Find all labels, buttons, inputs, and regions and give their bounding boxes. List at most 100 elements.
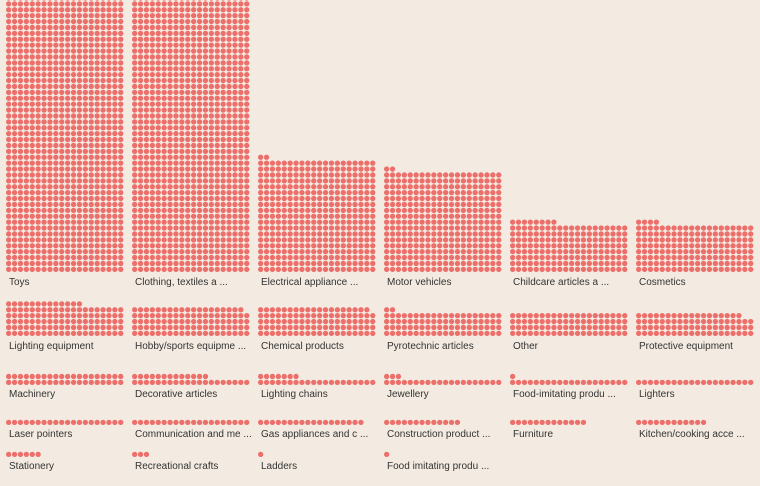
waffle-dot bbox=[191, 18, 197, 25]
waffle-dot bbox=[214, 260, 220, 267]
waffle-dot bbox=[472, 213, 478, 219]
waffle-dot bbox=[521, 243, 528, 249]
waffle-dot bbox=[281, 213, 287, 219]
waffle-dot bbox=[238, 237, 244, 243]
waffle-dot bbox=[214, 66, 220, 72]
waffle-dot bbox=[395, 318, 402, 325]
waffle-dot bbox=[35, 419, 41, 425]
waffle-dot bbox=[100, 13, 106, 19]
waffle-dot bbox=[100, 42, 106, 48]
waffle-dot bbox=[17, 119, 24, 125]
waffle-dot bbox=[132, 48, 138, 54]
waffle-dot bbox=[185, 30, 191, 36]
waffle-dot bbox=[208, 18, 215, 25]
waffle-dot bbox=[35, 379, 41, 385]
waffle-dot bbox=[647, 249, 654, 255]
waffle-dot bbox=[208, 160, 215, 166]
waffle-dot bbox=[515, 313, 522, 319]
waffle-dot bbox=[47, 231, 53, 237]
waffle-dot bbox=[100, 66, 106, 72]
waffle-dot bbox=[41, 1, 47, 7]
waffle-dot bbox=[384, 451, 390, 457]
waffle-dot bbox=[748, 225, 754, 231]
waffle-dot bbox=[17, 60, 24, 66]
waffle-dot bbox=[82, 190, 88, 196]
waffle-dot bbox=[65, 89, 71, 95]
waffle-dot bbox=[70, 379, 77, 385]
waffle-dot bbox=[167, 36, 173, 42]
waffle-dot bbox=[106, 225, 112, 231]
waffle-dot bbox=[41, 107, 47, 113]
waffle-dot bbox=[742, 254, 748, 261]
waffle-dot bbox=[150, 0, 155, 1]
waffle-dot bbox=[29, 1, 35, 7]
waffle-dot bbox=[214, 249, 220, 255]
waffle-dot bbox=[263, 219, 270, 225]
waffle-dot bbox=[202, 142, 209, 149]
waffle-dot bbox=[706, 313, 713, 319]
waffle-dot bbox=[586, 313, 592, 319]
waffle-dot bbox=[545, 266, 551, 272]
waffle-dot bbox=[70, 172, 77, 178]
waffle-dot bbox=[496, 231, 502, 237]
waffle-dot bbox=[59, 318, 65, 325]
waffle-dot bbox=[232, 207, 238, 214]
waffle-dot bbox=[155, 324, 161, 331]
waffle-dot bbox=[101, 0, 105, 1]
waffle-dot bbox=[94, 72, 100, 78]
waffle-dot bbox=[41, 131, 47, 137]
waffle-dot bbox=[706, 318, 713, 325]
waffle-dot bbox=[700, 419, 707, 425]
waffle-dot bbox=[659, 225, 665, 231]
waffle-dot bbox=[167, 142, 173, 149]
waffle-dot bbox=[196, 1, 203, 7]
waffle-dot bbox=[287, 231, 293, 237]
waffle-dot bbox=[167, 266, 173, 272]
waffle-dot bbox=[653, 219, 659, 225]
waffle-dot bbox=[496, 178, 502, 184]
waffle-dot bbox=[167, 231, 173, 237]
waffle-dot bbox=[59, 330, 65, 336]
waffle-dot bbox=[118, 83, 124, 90]
waffle-dot bbox=[305, 195, 311, 202]
waffle-dot bbox=[695, 379, 701, 385]
waffle-dot bbox=[244, 225, 250, 231]
waffle-dot bbox=[724, 266, 730, 272]
waffle-dot bbox=[65, 48, 71, 54]
waffle-dot bbox=[317, 330, 323, 336]
waffle-dot bbox=[238, 83, 244, 90]
waffle-dot bbox=[293, 201, 299, 208]
waffle-dot bbox=[70, 219, 77, 225]
waffle-dot bbox=[226, 260, 232, 267]
waffle-dot bbox=[460, 254, 466, 261]
category-label: Lighting chains bbox=[261, 389, 328, 400]
waffle-dot bbox=[196, 72, 203, 78]
waffle-dot bbox=[263, 213, 270, 219]
waffle-dot bbox=[112, 142, 118, 149]
waffle-group: Childcare articles a ... bbox=[510, 219, 628, 288]
waffle-dot bbox=[340, 318, 346, 325]
waffle-dot bbox=[328, 213, 335, 219]
waffle-dot bbox=[258, 213, 264, 219]
waffle-dot bbox=[515, 219, 522, 225]
waffle-dot bbox=[437, 260, 443, 267]
waffle-dot bbox=[23, 254, 29, 261]
waffle-dot bbox=[563, 324, 569, 331]
waffle-dot bbox=[29, 379, 35, 385]
waffle-dot bbox=[220, 207, 226, 214]
waffle-dot bbox=[202, 172, 209, 178]
waffle-dot bbox=[563, 330, 569, 336]
waffle-dot bbox=[413, 243, 419, 249]
waffle-dot bbox=[76, 237, 83, 243]
waffle-dot bbox=[35, 266, 41, 272]
category-label: Laser pointers bbox=[9, 429, 72, 440]
waffle-dot bbox=[167, 260, 173, 267]
waffle-dot bbox=[287, 219, 293, 225]
waffle-dot bbox=[82, 142, 88, 149]
waffle-dot bbox=[510, 237, 516, 243]
waffle-dot bbox=[214, 107, 220, 113]
waffle-dot bbox=[53, 36, 59, 42]
waffle-dot bbox=[665, 330, 671, 336]
waffle-dot bbox=[340, 207, 346, 214]
waffle-dot bbox=[59, 254, 65, 261]
